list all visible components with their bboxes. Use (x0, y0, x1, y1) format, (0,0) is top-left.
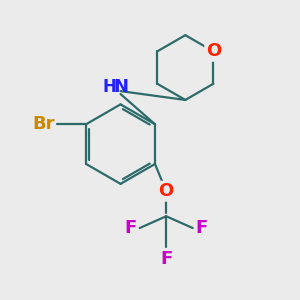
Text: F: F (124, 219, 137, 237)
Text: H: H (103, 78, 117, 96)
Text: F: F (196, 219, 208, 237)
Text: O: O (206, 42, 221, 60)
Text: Br: Br (33, 115, 55, 133)
Text: F: F (160, 250, 172, 268)
Text: N: N (113, 78, 128, 96)
Text: O: O (159, 182, 174, 200)
